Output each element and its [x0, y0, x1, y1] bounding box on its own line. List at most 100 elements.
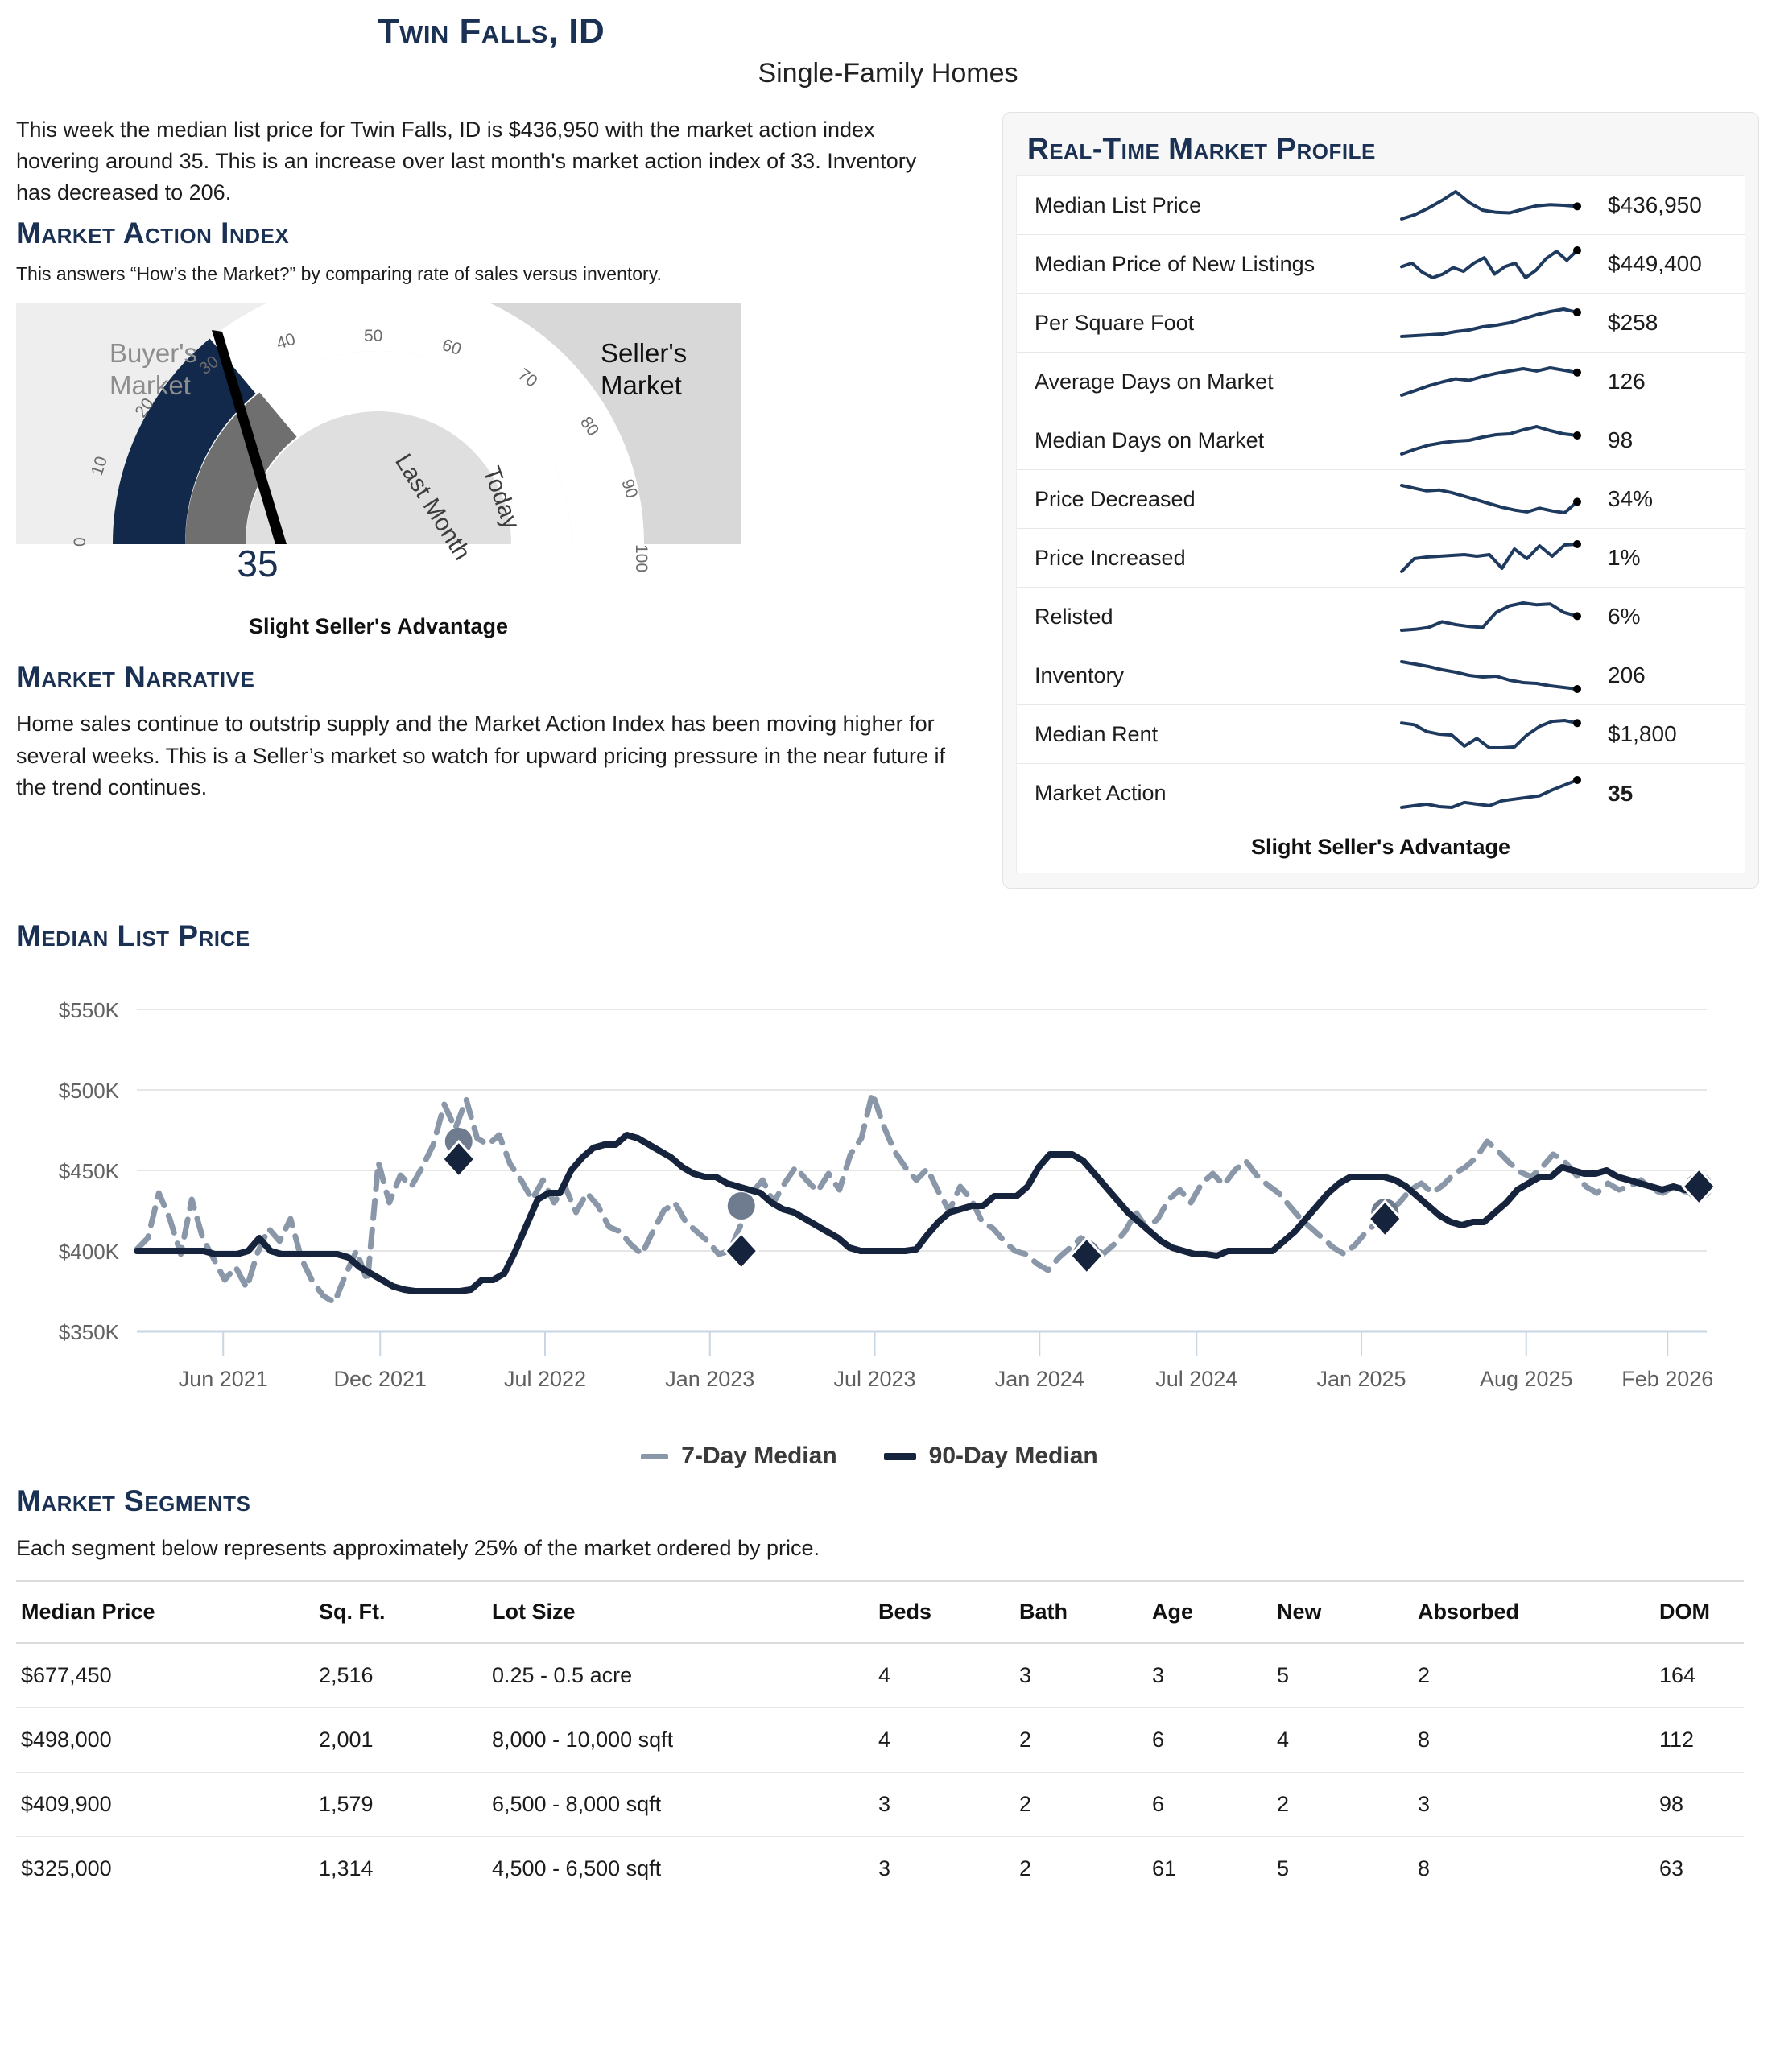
table-cell: 2 — [1272, 1772, 1413, 1837]
series-7day-line — [134, 1090, 1710, 1306]
table-cell: $409,900 — [16, 1772, 314, 1837]
gauge-buyers-market-line2: Market — [109, 370, 191, 400]
chart-marker-diamond — [1681, 1166, 1717, 1207]
market-segments-section: Market Segments Each segment below repre… — [16, 1484, 1760, 1901]
table-cell: 3 — [1014, 1643, 1147, 1708]
profile-row-sparkline — [1389, 422, 1590, 459]
table-cell: 1,579 — [314, 1772, 487, 1837]
market-narrative-heading: Market Narrative — [16, 660, 255, 694]
profile-row: Price Increased 1% — [1017, 529, 1745, 588]
table-cell: 1,314 — [319, 1856, 374, 1880]
table-cell: 8 — [1418, 1856, 1431, 1880]
chart-marker-diamond — [1367, 1199, 1403, 1239]
profile-row-value: 206 — [1608, 662, 1646, 687]
profile-row-value: $258 — [1608, 310, 1658, 335]
y-axis-tick-label: $350K — [59, 1320, 120, 1344]
profile-row-sparkline — [1389, 304, 1590, 341]
gauge-buyers-market-line1: Buyer's — [109, 338, 197, 368]
legend-swatch-7day-icon — [641, 1453, 669, 1459]
profile-row: Median List Price $436,950 — [1017, 176, 1745, 235]
table-column-header: New — [1272, 1580, 1413, 1644]
profile-row-label: Price Decreased — [1035, 486, 1196, 511]
table-row: $498,000 2,001 8,000 - 10,000 sqft 4 2 6 4 8 112 — [16, 1707, 1744, 1773]
y-axis-tick-label: $550K — [59, 998, 120, 1022]
table-cell: 4 — [1272, 1707, 1413, 1773]
table-cell: 8,000 - 10,000 sqft — [487, 1707, 874, 1773]
profile-row: Median Days on Market 98 — [1017, 411, 1745, 470]
market-action-gauge: 0 10 20 30 40 50 60 70 80 90 100 Last Mo… — [16, 279, 902, 639]
profile-row-label: Inventory — [1035, 662, 1125, 687]
profile-row: Inventory 206 — [1017, 646, 1745, 705]
profile-row-label: Median Rent — [1035, 721, 1159, 746]
gauge-today-fill — [112, 339, 256, 545]
page-title: Twin Falls, ID — [377, 11, 605, 51]
chart-marker-diamond — [440, 1139, 477, 1179]
table-column-header: Absorbed — [1413, 1580, 1654, 1644]
profile-heading: Real-Time Market Profile — [1027, 132, 1376, 165]
table-cell: 112 — [1654, 1707, 1744, 1773]
profile-row-value: 34% — [1608, 486, 1654, 511]
table-cell: 0.25 - 0.5 acre — [487, 1643, 874, 1708]
table-cell: 3 — [874, 1772, 1014, 1837]
profile-row-label: Relisted — [1035, 604, 1113, 629]
profile-row-value: $436,950 — [1608, 192, 1702, 217]
table-cell: 4 — [874, 1643, 1014, 1708]
table-cell: 8 — [1413, 1707, 1654, 1773]
profile-row: Price Decreased 34% — [1017, 470, 1745, 529]
chart-marker-diamond — [1068, 1236, 1105, 1276]
table-column-header: Bath — [1014, 1580, 1147, 1644]
gauge-outer-track — [113, 279, 644, 545]
gauge-tick-50: 50 — [364, 327, 382, 345]
profile-row-sparkline — [1389, 657, 1590, 694]
intro-paragraph: This week the median list price for Twin… — [16, 118, 917, 205]
profile-row-label: Market Action — [1035, 781, 1167, 805]
table-row: $677,450 2,516 0.25 - 0.5 acre 4 3 3 5 2 164 — [16, 1643, 1744, 1708]
market-narrative-text: Home sales continue to outstrip supply a… — [16, 712, 946, 799]
page-subtitle: Single-Family Homes — [758, 58, 1018, 89]
market-action-index-heading: Market Action Index — [16, 217, 290, 250]
profile-row-value: $1,800 — [1608, 721, 1677, 746]
table-body: $677,450 2,516 0.25 - 0.5 acre 4 3 3 5 2 164 $498… — [16, 1643, 1744, 1901]
table-cell: 4 — [874, 1707, 1014, 1773]
y-axis-tick-label: $400K — [59, 1240, 120, 1264]
profile-row-label: Median Price of New Listings — [1035, 251, 1315, 276]
profile-row-label: Price Increased — [1035, 545, 1186, 570]
profile-row-label: Average Days on Market — [1035, 369, 1274, 394]
gauge-last-month-fill — [185, 393, 297, 545]
market-segments-table: Median Price Sq. Ft. Lot Size Beds Bath Age Ne… — [16, 1580, 1744, 1901]
median-list-price-chart: $350K $400K $450K $500K $550K Jun 2021 Dec 202… — [16, 971, 1723, 1422]
table-cell: 3 — [878, 1856, 891, 1880]
gauge-svg: 0 10 20 30 40 50 60 70 80 90 100 Last Mo… — [16, 279, 741, 584]
x-axis-tick-label: Jan 2024 — [995, 1367, 1084, 1391]
x-axis-tick-label: Jan 2023 — [665, 1367, 754, 1391]
legend-item-7day: 7-Day Median — [641, 1443, 837, 1470]
table-cell: 6,500 - 8,000 sqft — [487, 1772, 874, 1837]
market-segments-note: Each segment below represents approximat… — [16, 1536, 820, 1560]
profile-row-value: 98 — [1608, 427, 1634, 452]
table-cell: 2,516 — [314, 1643, 487, 1708]
table-cell: $498,000 — [16, 1707, 314, 1773]
profile-row-sparkline — [1389, 481, 1590, 518]
profile-row-value: $449,400 — [1608, 251, 1702, 276]
profile-row-label: Median Days on Market — [1035, 427, 1265, 452]
table-row: $409,900 1,579 6,500 - 8,000 sqft 3 2 6 2 3 98 — [16, 1772, 1744, 1837]
profile-row: Median Rent $1,800 — [1017, 705, 1745, 764]
table-cell: 61 — [1152, 1856, 1177, 1880]
x-axis-tick-label: Jul 2022 — [504, 1367, 586, 1391]
profile-row-sparkline — [1389, 363, 1590, 400]
table-header-row: Median Price Sq. Ft. Lot Size Beds Bath Age Ne… — [16, 1580, 1744, 1644]
y-axis-tick-label: $450K — [59, 1159, 120, 1183]
gauge-sellers-market-line1: Seller's — [601, 338, 687, 368]
table-cell: 2 — [1014, 1707, 1147, 1773]
profile-row-value: 35 — [1608, 780, 1634, 806]
table-cell: $677,450 — [16, 1643, 314, 1708]
x-axis-tick-label: Jun 2021 — [179, 1367, 268, 1391]
table-column-header: Age — [1147, 1580, 1272, 1644]
x-axis-tick-label: Feb 2026 — [1621, 1367, 1713, 1391]
x-axis-tick-label: Jul 2024 — [1155, 1367, 1237, 1391]
table-cell: 2,001 — [314, 1707, 487, 1773]
legend-swatch-90day-icon — [883, 1452, 916, 1460]
profile-row-sparkline — [1389, 539, 1590, 576]
table-column-header: Beds — [874, 1580, 1014, 1644]
table-cell: 63 — [1659, 1856, 1684, 1880]
